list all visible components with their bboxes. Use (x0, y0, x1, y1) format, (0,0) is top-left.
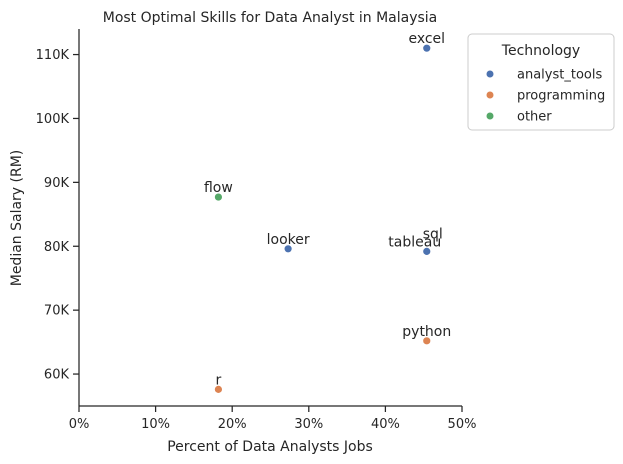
y-tick-label: 110K (36, 48, 70, 63)
y-tick-label: 80K (44, 240, 70, 255)
x-tick-label: 10% (141, 417, 170, 432)
point-label-r: r (216, 372, 222, 388)
x-tick-label: 20% (218, 417, 247, 432)
legend-label-programming: programming (517, 89, 605, 104)
point-label-excel: excel (408, 31, 445, 47)
point-label-tableau: tableau (388, 234, 441, 250)
x-ticks: 0% 10% 20% 30% 40% 50% (69, 406, 477, 432)
y-tick-label: 70K (44, 304, 70, 319)
y-axis-label: Median Salary (RM) (9, 150, 25, 287)
x-tick-label: 50% (448, 417, 477, 432)
x-axis-label: Percent of Data Analysts Jobs (167, 439, 373, 455)
point-label-python: python (402, 324, 451, 340)
legend-entries: analyst_tools programming other (486, 68, 605, 125)
legend-marker-analyst_tools (486, 70, 494, 78)
y-tick-label: 90K (44, 176, 70, 191)
legend-marker-programming (486, 91, 494, 99)
data-point-python (422, 336, 432, 346)
data-points (214, 43, 432, 394)
x-tick-label: 0% (69, 417, 90, 432)
point-label-sql: sql (423, 226, 443, 242)
y-ticks: 60K 70K 80K 90K 100K 110K (36, 48, 79, 383)
y-tick-label: 100K (36, 112, 70, 127)
data-point-flow (214, 192, 223, 202)
legend-label-other: other (517, 110, 552, 125)
x-tick-label: 30% (294, 417, 323, 432)
x-tick-label: 40% (371, 417, 400, 432)
legend-frame (467, 33, 615, 131)
point-label-looker: looker (267, 232, 310, 248)
data-point-r (214, 384, 223, 394)
point-label-flow: flow (204, 180, 233, 196)
legend-title: Technology (501, 43, 580, 59)
legend: Technology analyst_tools programming other (467, 33, 615, 131)
data-point-excel (422, 43, 432, 53)
y-tick-label: 60K (44, 368, 70, 383)
chart-title: Most Optimal Skills for Data Analyst in … (103, 10, 438, 26)
legend-marker-other (486, 112, 494, 120)
legend-label-analyst_tools: analyst_tools (517, 68, 602, 83)
data-point-looker (283, 244, 293, 254)
data-point-tableau (422, 246, 432, 256)
